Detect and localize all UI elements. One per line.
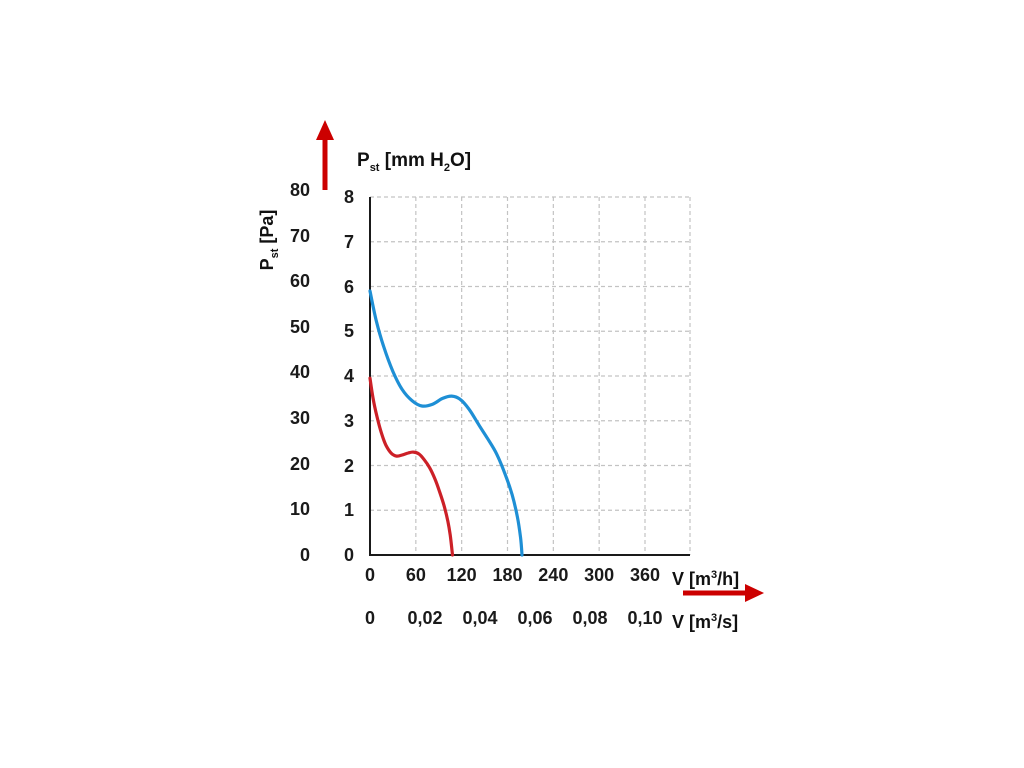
x2-unit-post: /s]	[717, 612, 739, 632]
x2-unit-pre: V [m	[672, 612, 712, 632]
y-pa-tick-50: 50	[289, 316, 310, 337]
x-m3h-tick-0: 0	[364, 565, 375, 585]
y-mm-tick-6: 6	[343, 276, 354, 297]
y-mm-tick-1: 1	[343, 500, 354, 521]
y-pa-tick-30: 30	[289, 408, 310, 429]
x1-unit-pre: V [m	[672, 569, 712, 589]
x-axis-arrow-head	[745, 584, 764, 602]
y-pa-tick-10: 10	[289, 499, 310, 520]
y-mm-tick-4: 4	[343, 366, 354, 386]
x-m3h-tick-120: 120	[446, 565, 477, 585]
x-m3h-tick-240: 240	[538, 565, 569, 585]
x-m3h-tick-60: 60	[405, 565, 426, 585]
x-axis-m3s-unit-label: V [m3/s]	[672, 607, 738, 633]
title-unit-subscript: 2	[443, 161, 450, 174]
x-m3s-tick-0: 0	[364, 608, 375, 628]
y-pa-tick-0: 0	[299, 545, 310, 565]
title-symbol-subscript: st	[369, 161, 380, 174]
title-symbol: P	[357, 150, 370, 171]
title-unit-post: O]	[450, 150, 472, 171]
y-mm-tick-2: 2	[343, 455, 354, 476]
x-m3h-tick-300: 300	[584, 565, 615, 585]
y-pa-tick-60: 60	[289, 271, 310, 292]
x2-unit-superscript: 3	[711, 612, 718, 624]
x1-unit-post: /h]	[717, 569, 740, 589]
x-m3s-tick-0,02: 0,02	[407, 608, 443, 628]
y-unit-symbol-subscript: st	[268, 248, 281, 259]
x-m3h-tick-180: 180	[492, 565, 523, 585]
y-mm-tick-5: 5	[343, 321, 354, 342]
y-mm-tick-7: 7	[343, 231, 354, 252]
x-m3s-tick-0,06: 0,06	[517, 608, 553, 628]
curve-red	[368, 376, 455, 557]
x-m3h-tick-360: 360	[629, 565, 661, 585]
y-mm-tick-8: 8	[343, 187, 354, 207]
y-pa-tick-70: 70	[289, 225, 310, 246]
x1-unit-superscript: 3	[711, 569, 718, 581]
y-unit-symbol: P	[257, 258, 278, 271]
y-pa-tick-40: 40	[289, 362, 310, 383]
title-unit-pre: [mm H	[379, 150, 444, 171]
x-m3s-tick-0,10: 0,10	[627, 608, 663, 628]
y-unit-text: [Pa]	[257, 209, 278, 249]
y-mm-tick-0: 0	[343, 545, 354, 565]
y-axis-unit-label: Pst [Pa]	[257, 210, 281, 271]
y-pa-tick-80: 80	[289, 179, 310, 200]
curve-blue	[368, 289, 524, 557]
x-axis-m3h-unit-label: V [m3/h]	[672, 564, 739, 590]
chart-title: Pst [mm H2O]	[357, 150, 471, 174]
y-pa-tick-20: 20	[289, 453, 310, 474]
x-m3s-tick-0,08: 0,08	[572, 608, 608, 628]
y-mm-tick-3: 3	[343, 410, 354, 431]
x-m3s-tick-0,04: 0,04	[462, 608, 498, 628]
y-axis-arrow-head	[316, 120, 334, 140]
